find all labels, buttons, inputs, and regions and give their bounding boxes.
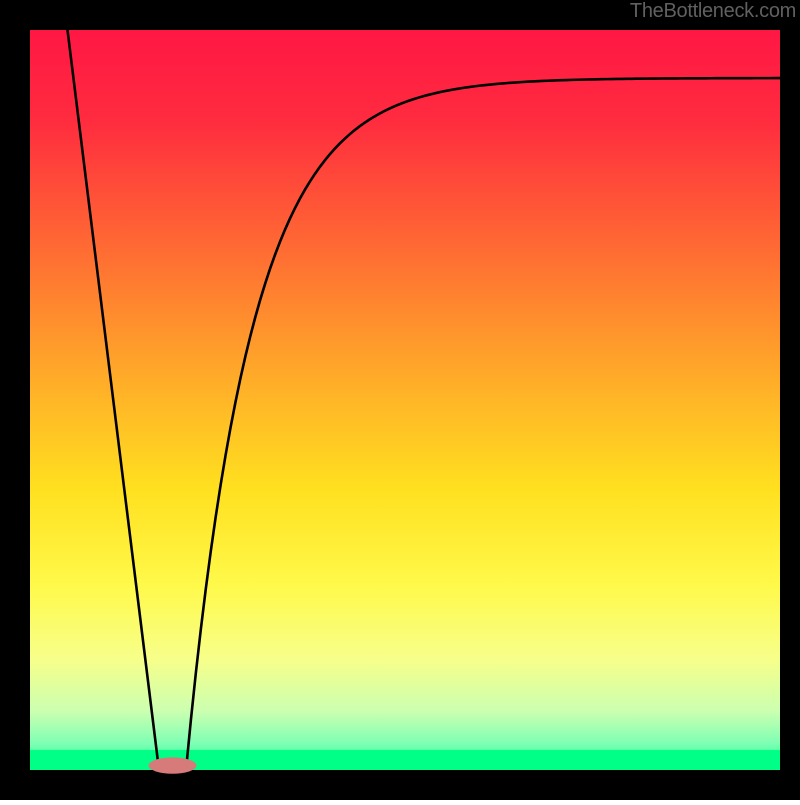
branding-text: TheBottleneck.com	[630, 0, 800, 23]
optimum-marker	[149, 757, 197, 773]
green-baseline-band	[30, 750, 780, 770]
bottleneck-chart	[0, 0, 800, 800]
chart-container: TheBottleneck.com	[0, 0, 800, 800]
gradient-background	[30, 30, 780, 770]
